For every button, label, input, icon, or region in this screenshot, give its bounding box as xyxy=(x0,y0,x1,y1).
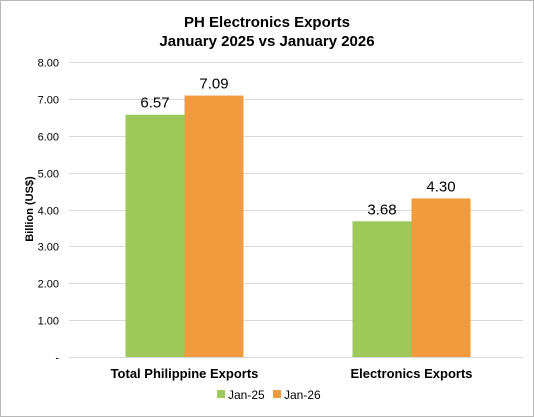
legend-swatch xyxy=(217,390,225,398)
chart-subtitle: January 2025 vs January 2026 xyxy=(159,33,374,50)
bar-jan-26-2 xyxy=(411,198,471,357)
data-label: 7.09 xyxy=(199,76,228,93)
y-tick-label: 2.00 xyxy=(38,279,59,291)
y-tick-label: 6.00 xyxy=(38,132,59,144)
bar-jan-25-2 xyxy=(352,221,412,357)
data-label: 4.30 xyxy=(426,178,455,195)
data-labels: 6.57 7.09 3.68 4.30 xyxy=(140,76,455,219)
x-axis-categories: Total Philippine Exports Electronics Expo… xyxy=(111,366,473,381)
category-label: Total Philippine Exports xyxy=(111,366,259,381)
category-label: Electronics Exports xyxy=(350,366,472,381)
y-tick-label: 3.00 xyxy=(38,242,59,254)
y-axis-ticks: - 1.00 2.00 3.00 4.00 5.00 6.00 7.00 8.00 xyxy=(38,58,60,365)
data-label: 6.57 xyxy=(140,95,169,112)
y-tick-label: 4.00 xyxy=(38,206,59,218)
bar-jan-25-1 xyxy=(125,114,185,357)
y-tick-label: 5.00 xyxy=(38,169,59,181)
y-tick-label: 8.00 xyxy=(38,58,59,70)
y-axis-title: Billion (US$) xyxy=(24,176,36,242)
y-tick-label: 7.00 xyxy=(38,95,59,107)
bars xyxy=(125,95,471,358)
data-label: 3.68 xyxy=(367,201,396,218)
y-tick-label: - xyxy=(55,353,59,365)
legend-label: Jan-26 xyxy=(284,388,321,402)
y-tick-label: 1.00 xyxy=(38,316,59,328)
legend: Jan-25 Jan-26 xyxy=(217,388,321,402)
legend-swatch xyxy=(273,390,281,398)
chart-title: PH Electronics Exports xyxy=(184,14,350,31)
legend-label: Jan-25 xyxy=(228,388,265,402)
bar-jan-26-1 xyxy=(184,95,244,358)
